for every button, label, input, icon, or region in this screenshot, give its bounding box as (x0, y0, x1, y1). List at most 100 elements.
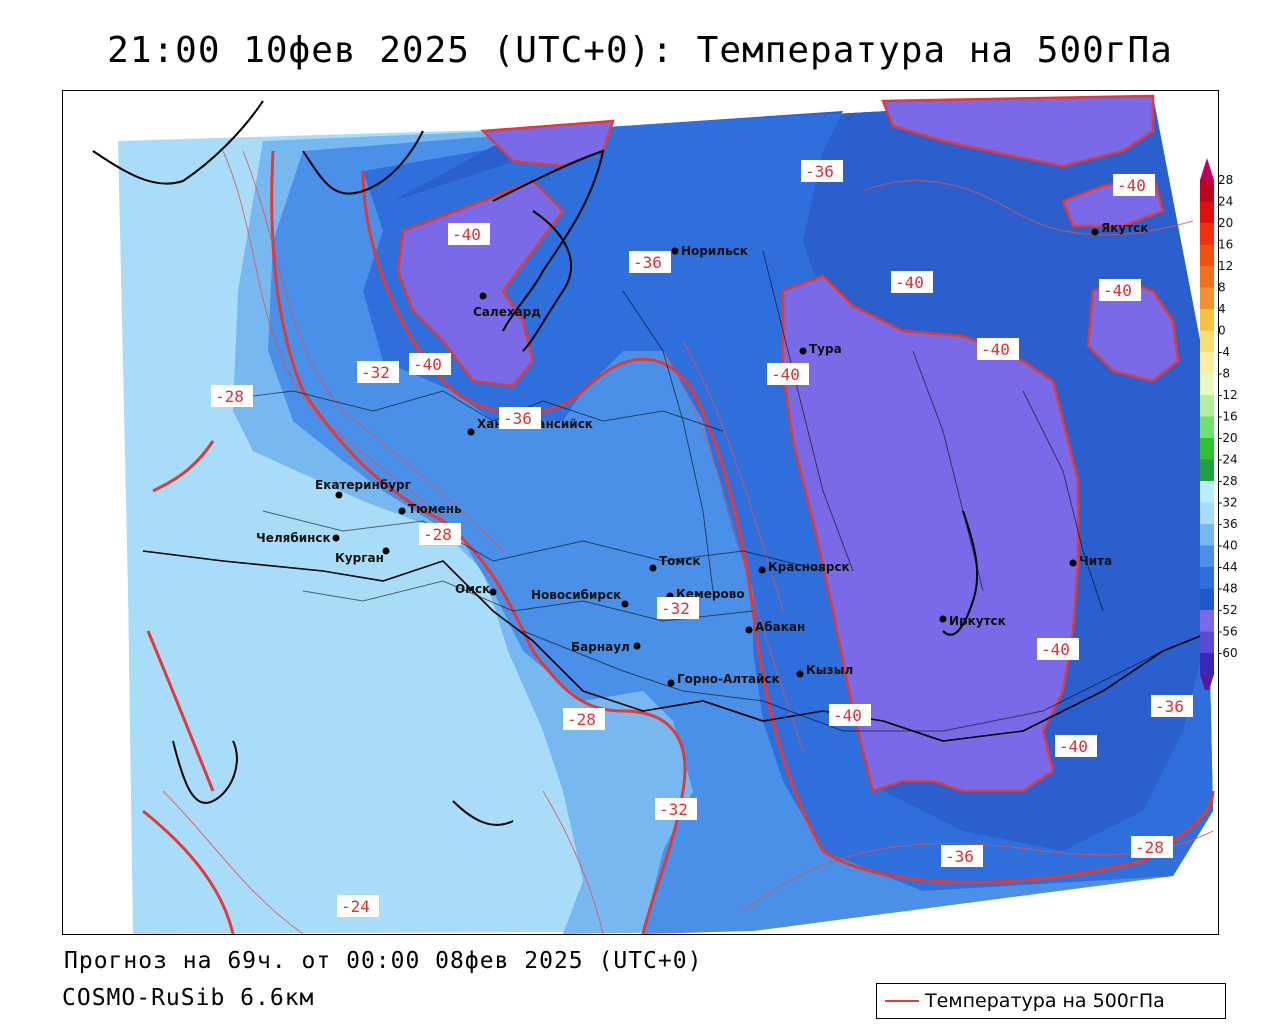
city-label-gorno-altaysk: Горно-Алтайск (677, 672, 780, 686)
colorbar-swatch (1200, 588, 1214, 610)
colorbar-swatch (1200, 373, 1214, 395)
colorbar-swatch (1200, 266, 1214, 288)
city-label-yakutsk: Якутск (1101, 221, 1148, 235)
colorbar-tick-label: 24 (1218, 195, 1233, 209)
city-label-salekhard: Салехард (473, 305, 541, 319)
city-label-kurgan: Курган (335, 551, 384, 565)
city-marker-norilsk (671, 247, 679, 255)
colorbar-swatch (1200, 438, 1214, 460)
colorbar-tick-label: -20 (1218, 431, 1238, 445)
city-label-novosibirsk: Новосибирск (531, 588, 621, 602)
city-marker-tyumen (398, 507, 406, 515)
colorbar-swatch (1200, 416, 1214, 438)
iso-label: -28 (423, 525, 452, 544)
iso-label: -40 (413, 355, 442, 374)
iso-label: -40 (771, 365, 800, 384)
iso-label: -32 (661, 599, 690, 618)
admin-borders (212, 250, 1164, 732)
colorbar-swatch (1200, 653, 1214, 675)
iso-label: -40 (833, 706, 862, 725)
colorbar-tick-label: 8 (1218, 281, 1226, 295)
iso-label: -24 (341, 897, 370, 916)
colorbar-tick-label: -24 (1218, 453, 1238, 467)
iso-label: -40 (452, 225, 481, 244)
major-isotherms (142, 150, 1215, 934)
colorbar-swatch (1200, 481, 1214, 503)
city-marker-khanty (467, 428, 475, 436)
colorbar-tick-label: 4 (1218, 302, 1226, 316)
colorbar-tick-label: 20 (1218, 216, 1233, 230)
colorbar-tick-label: 12 (1218, 259, 1233, 273)
colorbar-swatch (1200, 524, 1214, 546)
city-marker-krasnoyarsk (758, 566, 766, 574)
colorbar-swatch (1200, 180, 1214, 202)
colorbar-swatch (1200, 330, 1214, 352)
zone-purple-east (781, 274, 1080, 793)
model-name: COSMO-RuSib 6.6км (62, 985, 315, 1011)
city-label-kyzyl: Кызыл (806, 663, 853, 677)
colorbar-swatch (1200, 610, 1214, 632)
colorbar-swatch (1200, 459, 1214, 481)
city-marker-abakan (745, 626, 753, 634)
city-marker-tura (799, 347, 807, 355)
coastlines (92, 100, 979, 826)
city-label-krasnoyarsk: Красноярск (768, 560, 850, 574)
iso-label: -40 (1059, 737, 1088, 756)
colorbar-swatch (1200, 352, 1214, 374)
city-label-tyumen: Тюмень (408, 502, 462, 516)
colorbar-swatch (1200, 567, 1214, 589)
state-border (142, 550, 1214, 742)
colorbar-tick-label: -48 (1218, 582, 1238, 596)
colorbar-tick-label: -8 (1218, 367, 1230, 381)
iso-label: -36 (945, 847, 974, 866)
iso-label: -28 (1135, 838, 1164, 857)
map-canvas: Норильск Салехард Якутск Тура Ханты-Манс… (92, 94, 1215, 934)
iso-label: -40 (1103, 281, 1132, 300)
cities: Норильск Салехард Якутск Тура Ханты-Манс… (256, 221, 1148, 687)
colorbar-swatch (1200, 223, 1214, 245)
map-title: 21:00 10фев 2025 (UTC+0): Температура на… (107, 30, 1173, 71)
colorbar-tick-label: -4 (1218, 345, 1230, 359)
colorbar-tick-label: -40 (1218, 539, 1238, 553)
city-marker-chelyabinsk (332, 534, 340, 542)
city-label-irkutsk: Иркутск (949, 614, 1006, 628)
city-marker-yakutsk (1091, 228, 1099, 236)
colorbar-swatch (1200, 201, 1214, 223)
colorbar-swatch (1200, 244, 1214, 266)
city-label-tura: Тура (809, 342, 842, 356)
city-label-omsk: Омск (455, 582, 490, 596)
city-label-barnaul: Барнаул (571, 640, 630, 654)
iso-label: -40 (981, 340, 1010, 359)
colorbar-tick-label: -36 (1218, 517, 1238, 531)
city-marker-kurgan (382, 547, 390, 555)
city-marker-irkutsk (939, 615, 947, 623)
city-label-tomsk: Томск (659, 554, 701, 568)
colorbar-tick-label: -60 (1218, 646, 1238, 660)
color-scale-svg: 28 24 20 16 12 8 4 0 -4 -8 -12 -16 -20 -24 -28 -32 -36 -4… (1200, 158, 1238, 697)
city-marker-gorno-altaysk (667, 679, 675, 687)
iso-label: -36 (503, 409, 532, 428)
city-marker-tomsk (649, 564, 657, 572)
iso-label: -28 (215, 387, 244, 406)
city-marker-omsk (489, 588, 497, 596)
city-marker-novosibirsk (621, 600, 629, 608)
city-marker-kyzyl (796, 670, 804, 678)
city-label-norilsk: Норильск (681, 244, 748, 258)
colorbar-tick-label: -56 (1218, 625, 1238, 639)
city-label-ekaterinburg: Екатеринбург (315, 478, 411, 492)
colorbar-tick-label: -52 (1218, 603, 1238, 617)
zone-purple-top (881, 94, 1155, 168)
colorbar-tick-label: -44 (1218, 560, 1238, 574)
legend-line-swatch (885, 1000, 919, 1002)
isoline-labels: -40 -36 -36 -40 -40 -40 -32 -40 -28 -40 … (211, 160, 1193, 917)
colorbar-tick-label: 16 (1218, 238, 1233, 252)
city-label-chelyabinsk: Челябинск (256, 531, 331, 545)
colorbar-tick-label: -28 (1218, 474, 1238, 488)
iso-label: -36 (633, 253, 662, 272)
color-scale: 28 24 20 16 12 8 4 0 -4 -8 -12 -16 -20 -24 -28 -32 -36 -4… (1198, 158, 1280, 697)
iso-label: -40 (1117, 176, 1146, 195)
colorbar-swatch (1200, 545, 1214, 567)
iso-label: -40 (895, 273, 924, 292)
colorbar-swatch (1200, 287, 1214, 309)
colorbar-tick-label: -16 (1218, 410, 1238, 424)
